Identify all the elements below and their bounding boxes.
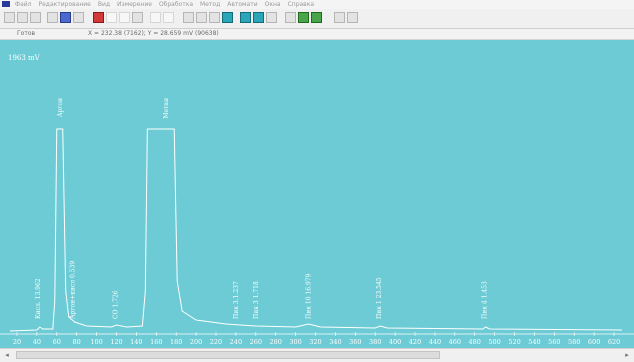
signal-trace — [9, 128, 623, 332]
run-icon[interactable] — [132, 12, 143, 23]
scale-icon[interactable] — [163, 12, 174, 23]
x-tick-label: 220 — [210, 338, 222, 346]
x-tick-label: 480 — [469, 338, 481, 346]
horizontal-scrollbar[interactable]: ◂ ▸ — [0, 348, 634, 362]
x-tick-label: 540 — [528, 338, 540, 346]
x-tick-label: 620 — [608, 338, 620, 346]
image-icon[interactable] — [209, 12, 220, 23]
menu-item[interactable]: Обработка — [158, 1, 194, 8]
menu-item[interactable]: Измерение — [117, 1, 152, 8]
x-tick-label: 200 — [190, 338, 202, 346]
x-tick-label: 280 — [269, 338, 281, 346]
pause-icon[interactable] — [106, 12, 117, 23]
x-tick-label: 360 — [349, 338, 361, 346]
new-file-icon[interactable] — [4, 12, 15, 23]
x-tick-label: 100 — [90, 338, 102, 346]
x-tick-label: 520 — [508, 338, 520, 346]
peak-label: Пик 4 1.453 — [482, 281, 489, 319]
x-tick-label: 180 — [170, 338, 182, 346]
print-icon[interactable] — [60, 12, 71, 23]
x-tick-label: 80 — [73, 338, 81, 346]
arrows-icon[interactable] — [347, 12, 358, 23]
x-tick-label: 160 — [150, 338, 162, 346]
x-tick-label: 500 — [488, 338, 500, 346]
x-tick-label: 320 — [309, 338, 321, 346]
x-tick-label: 140 — [130, 338, 142, 346]
x-tick-label: 40 — [33, 338, 41, 346]
zoom-icon[interactable] — [150, 12, 161, 23]
peak-label: Пик 10 16.979 — [306, 273, 313, 319]
open-icon[interactable] — [47, 12, 58, 23]
x-tick-label: 260 — [250, 338, 262, 346]
toolbar — [0, 9, 634, 29]
peak-label: Пик 1 23.545 — [376, 277, 383, 319]
tools-icon[interactable] — [298, 12, 309, 23]
x-tick-label: 580 — [568, 338, 580, 346]
x-tick-label: 120 — [110, 338, 122, 346]
menu-item[interactable]: Редактирование — [38, 1, 91, 8]
help-icon[interactable] — [334, 12, 345, 23]
stop-icon[interactable] — [119, 12, 130, 23]
x-tick-label: 440 — [429, 338, 441, 346]
menu-item[interactable]: Метод — [200, 1, 221, 8]
table-icon[interactable] — [196, 12, 207, 23]
x-tick-label: 20 — [13, 338, 21, 346]
window-cascade-icon[interactable] — [240, 12, 251, 23]
status-bar: Готов X = 232.38 (7162); Y = 28.659 mV (… — [0, 29, 634, 40]
record-icon[interactable] — [93, 12, 104, 23]
list-icon[interactable] — [266, 12, 277, 23]
peak-label: Пик 3 1.718 — [253, 281, 260, 319]
app-icon — [2, 1, 10, 7]
info-icon[interactable] — [222, 12, 233, 23]
menu-item[interactable]: Файл — [14, 1, 32, 8]
x-tick-label: 380 — [369, 338, 381, 346]
scroll-left-icon[interactable]: ◂ — [5, 351, 9, 359]
scroll-thumb[interactable] — [16, 351, 440, 359]
x-tick-label: 600 — [588, 338, 600, 346]
move-icon[interactable] — [311, 12, 322, 23]
x-tick-label: 460 — [449, 338, 461, 346]
chart-icon[interactable] — [183, 12, 194, 23]
x-tick-label: 60 — [53, 338, 61, 346]
chromatogram-svg: 1963 mV Кисл. 13.962 Аргон Аргон+кисл 0.539… — [0, 54, 634, 346]
save-icon[interactable] — [17, 12, 28, 23]
peak-label: Аргон+кисл 0.539 — [70, 261, 77, 319]
x-tick-label: 560 — [548, 338, 560, 346]
scroll-right-icon[interactable]: ▸ — [625, 351, 629, 359]
x-tick-label: 420 — [409, 338, 421, 346]
peak-label: Метан — [163, 98, 170, 119]
menu-item[interactable]: Автомати — [227, 1, 258, 8]
menu-item[interactable]: Справка — [287, 1, 315, 8]
window-tile-icon[interactable] — [253, 12, 264, 23]
y-axis-label: 1963 mV — [8, 54, 41, 62]
cursor-coordinates: X = 232.38 (7162); Y = 28.659 mV (90638) — [88, 30, 219, 37]
peak-label: СО 1.726 — [112, 290, 119, 319]
x-tick-label: 340 — [329, 338, 341, 346]
settings-icon[interactable] — [30, 12, 41, 23]
preview-icon[interactable] — [73, 12, 84, 23]
menu-bar: Файл Редактирование Вид Измерение Обработка М… — [0, 0, 634, 9]
peaks-icon[interactable] — [285, 12, 296, 23]
menu-item[interactable]: Окна — [264, 1, 281, 8]
peak-label: Кисл. 13.962 — [35, 278, 42, 319]
x-tick-label: 240 — [230, 338, 242, 346]
peak-label: Аргон — [57, 98, 64, 117]
x-tick-label: 300 — [289, 338, 301, 346]
menu-item[interactable]: Вид — [97, 1, 111, 8]
x-tick-label: 400 — [389, 338, 401, 346]
chromatogram-plot[interactable]: 1963 mV Кисл. 13.962 Аргон Аргон+кисл 0.539… — [0, 40, 634, 348]
peak-label: Пик 3.1.237 — [233, 281, 240, 319]
status-label: Готов — [17, 30, 36, 37]
